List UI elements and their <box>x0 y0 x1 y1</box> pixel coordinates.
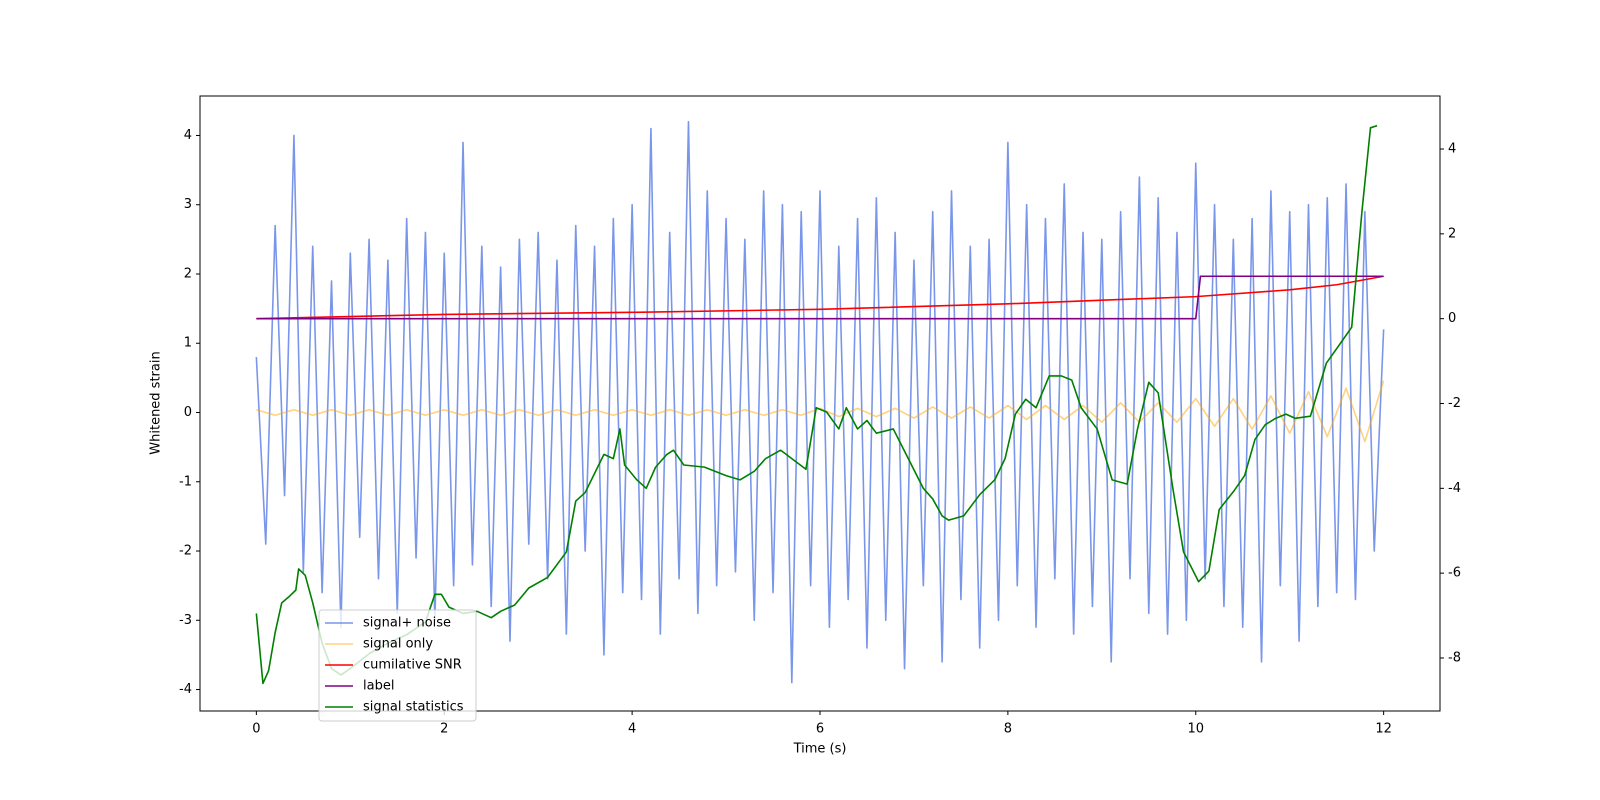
legend-label: signal only <box>363 637 433 652</box>
y2-tick-label: 2 <box>1448 226 1456 241</box>
y-tick-label: -2 <box>179 544 192 559</box>
y-tick-label: 2 <box>184 266 192 281</box>
x-tick-label: 4 <box>628 722 636 737</box>
y2-tick-label: -2 <box>1448 396 1461 411</box>
y2-tick-label: -6 <box>1448 566 1461 581</box>
x-tick-label: 12 <box>1375 722 1392 737</box>
series-line <box>255 120 1385 684</box>
y2-tick-label: -4 <box>1448 481 1461 496</box>
plot-area <box>255 120 1385 685</box>
y-tick-label: 3 <box>184 197 192 212</box>
y2-tick-label: -8 <box>1448 650 1461 665</box>
legend-label: signal statistics <box>363 700 464 715</box>
x-tick-label: 8 <box>1004 722 1012 737</box>
legend-label: label <box>363 679 394 694</box>
x-tick-label: 6 <box>816 722 824 737</box>
y-tick-label: 1 <box>184 336 192 351</box>
x-axis-label: Time (s) <box>793 742 847 757</box>
legend-box <box>318 609 477 722</box>
y-tick-label: 0 <box>184 405 192 420</box>
y-axis-label: Whitened strain <box>149 351 164 454</box>
series-line <box>256 380 1385 443</box>
legend: signal+ noise signal only cumilative SNR la… <box>318 609 477 722</box>
series-line <box>256 275 1384 320</box>
x-tick-label: 0 <box>252 722 260 737</box>
y-tick-label: -1 <box>179 474 192 489</box>
legend-label: signal+ noise <box>363 616 451 631</box>
y2-tick-label: 0 <box>1448 311 1456 326</box>
y-tick-label: -3 <box>179 613 192 628</box>
series-line <box>256 275 1384 320</box>
y2-tick-label: 4 <box>1448 142 1456 157</box>
x-tick-label: 10 <box>1187 722 1204 737</box>
x-tick-label: 2 <box>440 722 448 737</box>
y-tick-label: -4 <box>179 682 192 697</box>
legend-label: cumilative SNR <box>363 658 462 673</box>
y-tick-label: 4 <box>184 128 192 143</box>
